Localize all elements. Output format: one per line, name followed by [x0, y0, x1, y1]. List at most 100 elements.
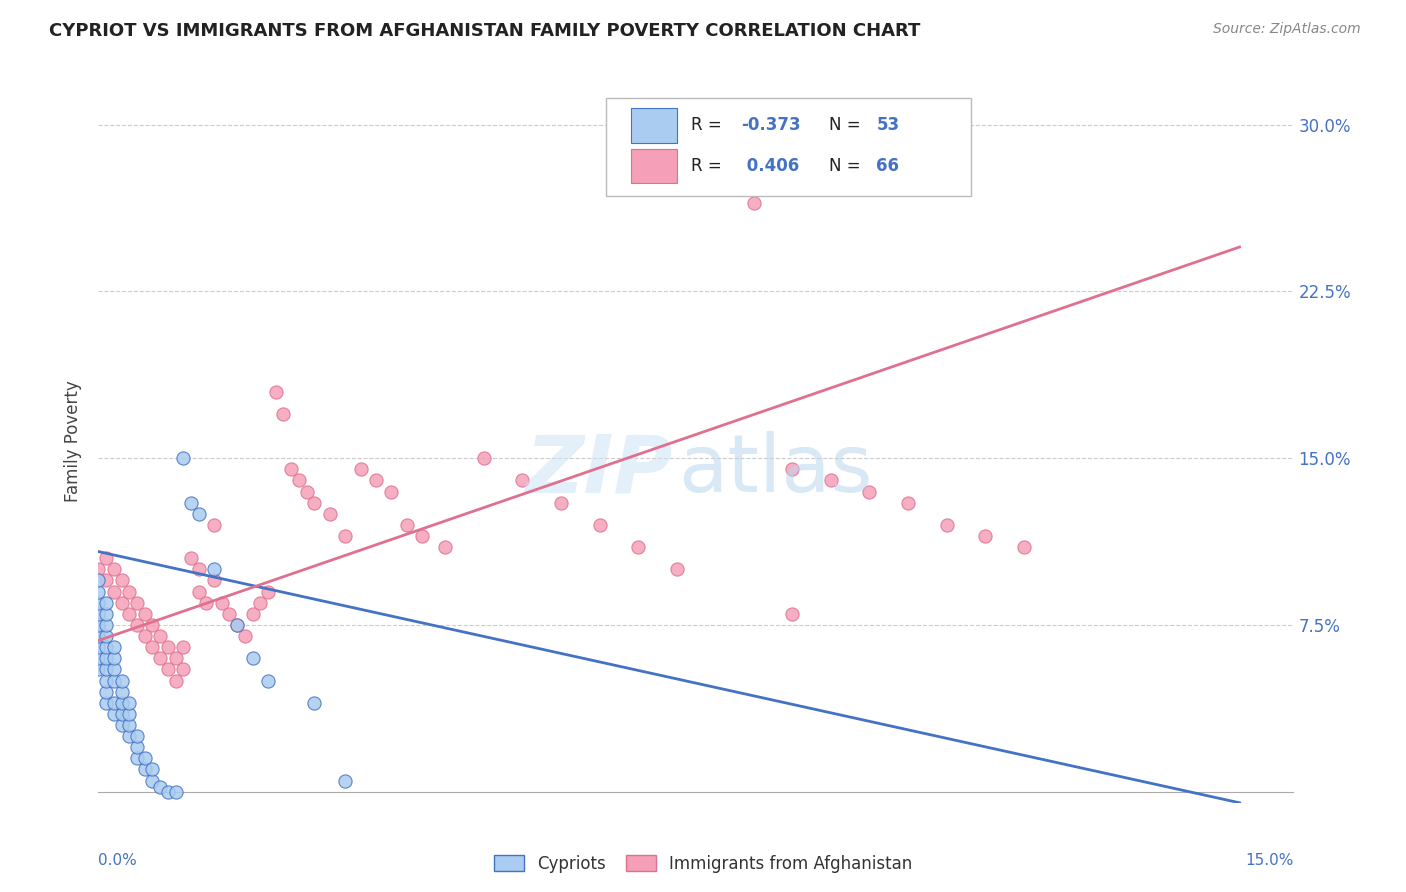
Point	[257, 673, 280, 688]
Point	[141, 640, 163, 655]
FancyBboxPatch shape	[606, 98, 972, 196]
Point	[156, 640, 179, 655]
Point	[141, 773, 163, 788]
Point	[110, 574, 132, 588]
Point	[125, 740, 148, 755]
Point	[172, 640, 194, 655]
Point	[820, 474, 842, 488]
Point	[149, 629, 172, 643]
Point	[103, 662, 125, 676]
Point	[87, 607, 110, 621]
Point	[349, 462, 371, 476]
Point	[242, 607, 264, 621]
Point	[103, 562, 125, 576]
Point	[118, 607, 141, 621]
Point	[118, 584, 141, 599]
Point	[87, 596, 110, 610]
Point	[550, 496, 572, 510]
Point	[202, 574, 225, 588]
Text: 53: 53	[876, 116, 900, 135]
Point	[172, 662, 194, 676]
Text: -0.373: -0.373	[741, 116, 801, 135]
Point	[94, 607, 117, 621]
Point	[288, 474, 311, 488]
Point	[87, 584, 110, 599]
Point	[156, 785, 179, 799]
Point	[125, 596, 148, 610]
Point	[233, 629, 256, 643]
Point	[187, 562, 209, 576]
Point	[94, 662, 117, 676]
Point	[103, 651, 125, 665]
Point	[87, 562, 110, 576]
Point	[319, 507, 342, 521]
Text: N =: N =	[828, 157, 866, 175]
Point	[165, 651, 187, 665]
Point	[627, 540, 650, 554]
Point	[134, 763, 156, 777]
Point	[264, 384, 287, 399]
Point	[87, 618, 110, 632]
Point	[156, 662, 179, 676]
Point	[249, 596, 271, 610]
Point	[364, 474, 387, 488]
Point	[897, 496, 920, 510]
Point	[280, 462, 302, 476]
Point	[103, 673, 125, 688]
Point	[94, 629, 117, 643]
Point	[333, 529, 356, 543]
Point	[125, 618, 148, 632]
Point	[226, 618, 249, 632]
Point	[149, 651, 172, 665]
Point	[103, 706, 125, 721]
Point	[434, 540, 457, 554]
Point	[87, 662, 110, 676]
Point	[125, 751, 148, 765]
Point	[411, 529, 433, 543]
Point	[94, 551, 117, 566]
Text: 0.406: 0.406	[741, 157, 800, 175]
Text: N =: N =	[828, 116, 866, 135]
Point	[118, 729, 141, 743]
Point	[87, 574, 110, 588]
Point	[94, 696, 117, 710]
Point	[380, 484, 402, 499]
Point	[704, 162, 727, 177]
Point	[202, 562, 225, 576]
Point	[665, 562, 688, 576]
Point	[103, 640, 125, 655]
Point	[87, 640, 110, 655]
Point	[94, 684, 117, 698]
Point	[110, 696, 132, 710]
Bar	[631, 108, 676, 143]
Point	[110, 596, 132, 610]
Point	[273, 407, 295, 421]
Point	[304, 496, 326, 510]
Point	[782, 462, 804, 476]
Text: Source: ZipAtlas.com: Source: ZipAtlas.com	[1213, 22, 1361, 37]
Bar	[631, 149, 676, 183]
Text: 0.0%: 0.0%	[98, 854, 138, 869]
Point	[165, 673, 187, 688]
Point	[588, 517, 610, 532]
Text: atlas: atlas	[678, 432, 872, 509]
Point	[118, 718, 141, 732]
Point	[103, 696, 125, 710]
Point	[87, 651, 110, 665]
Point	[512, 474, 534, 488]
Point	[1012, 540, 1035, 554]
Legend: Cypriots, Immigrants from Afghanistan: Cypriots, Immigrants from Afghanistan	[486, 848, 920, 880]
Point	[974, 529, 997, 543]
Point	[134, 607, 156, 621]
Point	[87, 629, 110, 643]
Point	[242, 651, 264, 665]
Point	[472, 451, 495, 466]
Point	[935, 517, 957, 532]
Point	[226, 618, 249, 632]
Point	[333, 773, 356, 788]
Text: CYPRIOT VS IMMIGRANTS FROM AFGHANISTAN FAMILY POVERTY CORRELATION CHART: CYPRIOT VS IMMIGRANTS FROM AFGHANISTAN F…	[49, 22, 921, 40]
Point	[94, 640, 117, 655]
Point	[858, 484, 880, 499]
Point	[110, 673, 132, 688]
Point	[165, 785, 187, 799]
